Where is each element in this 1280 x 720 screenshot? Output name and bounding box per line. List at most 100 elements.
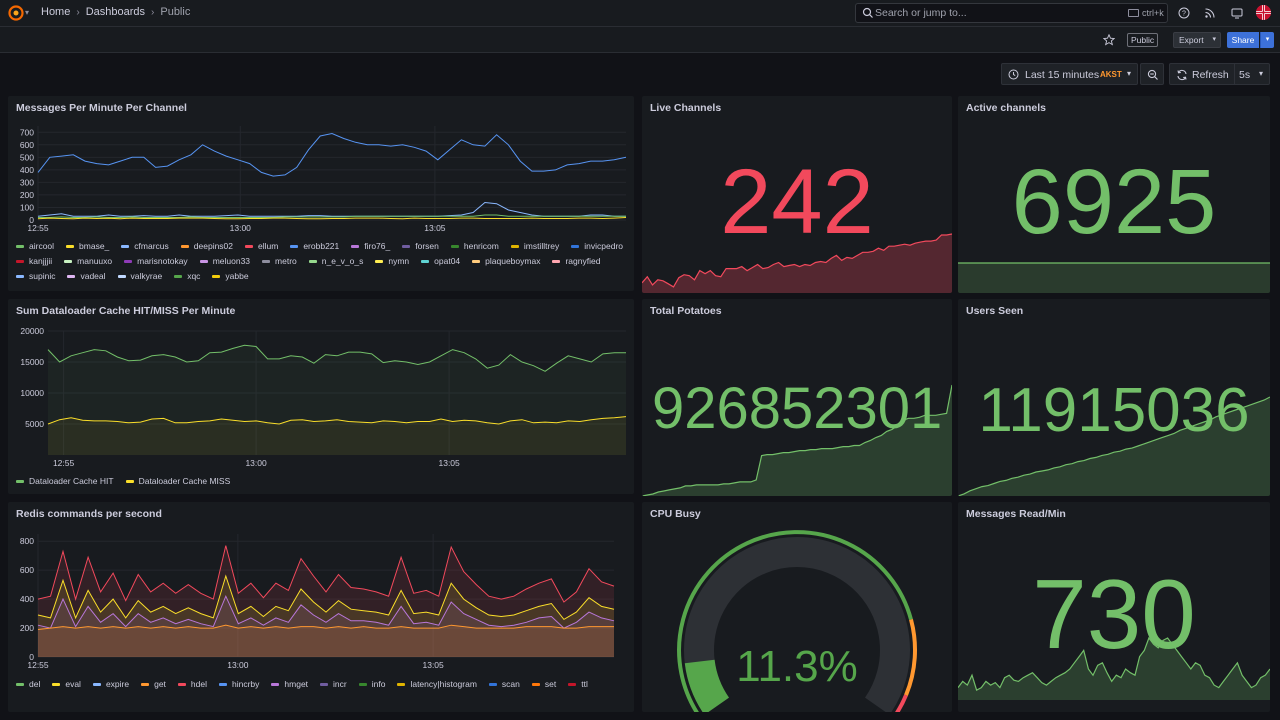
sparkline-line bbox=[958, 636, 1270, 691]
panel-messages-per-minute[interactable]: Messages Per Minute Per Channel 0 100 200 3… bbox=[8, 96, 634, 291]
y-tick-label: 600 bbox=[20, 565, 34, 575]
chevron-down-icon[interactable]: ▾ bbox=[1259, 69, 1264, 78]
legend-swatch bbox=[52, 682, 61, 686]
breadcrumb-dashboards[interactable]: Dashboards bbox=[85, 6, 146, 18]
legend-swatch bbox=[212, 274, 221, 278]
legend-label: firo76_ bbox=[364, 241, 391, 251]
sparkline-line bbox=[642, 384, 952, 496]
zoom-out-button[interactable] bbox=[1140, 63, 1164, 85]
chevron-down-icon: ▾ bbox=[1212, 36, 1216, 43]
legend-item[interactable]: imstilltrey bbox=[510, 241, 560, 251]
panel-cpu-busy[interactable]: CPU Busy 11.3% bbox=[642, 502, 952, 712]
legend-item[interactable]: cfmarcus bbox=[121, 241, 169, 251]
panel-redis-commands[interactable]: Redis commands per second 0 200 400 600 800 1… bbox=[8, 502, 634, 712]
legend-item[interactable]: invicpedro bbox=[571, 241, 623, 251]
breadcrumb-home[interactable]: Home bbox=[41, 6, 71, 18]
news-rss-icon[interactable] bbox=[1204, 7, 1216, 19]
legend-item[interactable]: Dataloader Cache MISS bbox=[125, 476, 230, 486]
share-button[interactable]: Share bbox=[1227, 32, 1259, 48]
series-line-invicpedro bbox=[37, 132, 627, 177]
legend-item[interactable]: set bbox=[531, 679, 556, 689]
search-input[interactable]: Search or jump to... ctrl+k bbox=[855, 3, 1168, 23]
legend-label: incr bbox=[333, 679, 347, 689]
legend-swatch bbox=[402, 244, 411, 248]
time-range-picker[interactable]: Last 15 minutes AKST ▾ bbox=[1001, 63, 1138, 85]
share-dropdown-button[interactable]: ▾ bbox=[1260, 32, 1274, 48]
series-area bbox=[48, 416, 626, 455]
avatar[interactable] bbox=[1256, 5, 1271, 20]
stat-value: 926852301 bbox=[652, 376, 943, 441]
legend-swatch bbox=[308, 259, 317, 263]
legend-item[interactable]: del bbox=[16, 679, 40, 689]
legend-item[interactable]: n_e_v_o_s bbox=[308, 256, 363, 266]
legend-item[interactable]: aircool bbox=[16, 241, 54, 251]
legend-item[interactable]: hmget bbox=[271, 679, 308, 689]
panel-active-channels[interactable]: Active channels 6925 bbox=[958, 96, 1270, 293]
legend-item[interactable]: supinic bbox=[16, 271, 55, 281]
legend-item[interactable]: henricom bbox=[450, 241, 499, 251]
gauge-value-arc bbox=[684, 659, 730, 712]
legend-item[interactable]: erobb221 bbox=[290, 241, 339, 251]
legend-item[interactable]: yabbe bbox=[212, 271, 249, 281]
dataloader-timeseries-chart[interactable]: 5000 10000 15000 20000 12:55 13:00 13:05 bbox=[8, 299, 634, 471]
svg-text:?: ? bbox=[1182, 11, 1186, 18]
legend-item[interactable]: kanjjjii bbox=[16, 256, 52, 266]
panel-users-seen[interactable]: Users Seen 11915036 bbox=[958, 299, 1270, 496]
legend-item[interactable]: vadeal bbox=[67, 271, 106, 281]
legend-item[interactable]: ellum bbox=[245, 241, 278, 251]
refresh-button[interactable]: Refresh 5s ▾ bbox=[1169, 63, 1270, 85]
legend-item[interactable]: ttl bbox=[568, 679, 588, 689]
panel-dataloader-cache[interactable]: Sum Dataloader Cache HIT/MISS Per Minute… bbox=[8, 299, 634, 494]
legend-label: get bbox=[154, 679, 166, 689]
legend-item[interactable]: Dataloader Cache HIT bbox=[16, 476, 114, 486]
legend-item[interactable]: latency|histogram bbox=[397, 679, 477, 689]
legend-swatch bbox=[271, 682, 280, 686]
redis-timeseries-chart[interactable]: 0 200 400 600 800 12:55 13:00 13:05 bbox=[8, 502, 634, 674]
series-area bbox=[38, 576, 614, 657]
stat-value: 242 bbox=[720, 151, 874, 253]
grafana-logo-icon[interactable] bbox=[8, 5, 24, 21]
star-icon[interactable] bbox=[1103, 34, 1115, 46]
gauge-threshold-red bbox=[895, 694, 908, 712]
panel-title: Total Potatoes bbox=[650, 305, 722, 317]
kiosk-icon[interactable] bbox=[1231, 7, 1243, 19]
legend-item[interactable]: bmase_ bbox=[66, 241, 109, 251]
legend-item[interactable]: nymn bbox=[375, 256, 409, 266]
legend-item[interactable]: metro bbox=[262, 256, 297, 266]
legend-item[interactable]: manuuxo bbox=[64, 256, 112, 266]
stat-value: 6925 bbox=[1011, 151, 1217, 253]
legend-item[interactable]: deepins02 bbox=[180, 241, 233, 251]
legend-item[interactable]: incr bbox=[320, 679, 347, 689]
legend-item[interactable]: plaqueboymax bbox=[472, 256, 540, 266]
chevron-down-icon[interactable]: ▾ bbox=[25, 8, 30, 17]
legend-item[interactable]: eval bbox=[52, 679, 81, 689]
legend-swatch bbox=[571, 244, 580, 248]
legend-item[interactable]: xqc bbox=[174, 271, 200, 281]
legend-item[interactable]: info bbox=[358, 679, 385, 689]
messages-timeseries-chart[interactable]: 0 100 200 300 400 500 600 700 12:55 13:00 13:05 bbox=[8, 96, 634, 236]
panel-messages-read[interactable]: Messages Read/Min 730 bbox=[958, 502, 1270, 712]
legend-item[interactable]: scan bbox=[488, 679, 520, 689]
y-tick-label: 500 bbox=[20, 152, 34, 162]
refresh-interval[interactable]: 5s bbox=[1239, 69, 1251, 81]
export-button[interactable]: Export ▾ bbox=[1173, 32, 1221, 48]
legend-item[interactable]: meluon33 bbox=[199, 256, 250, 266]
legend-item[interactable]: hincrby bbox=[219, 679, 259, 689]
legend-label: imstilltrey bbox=[523, 241, 560, 251]
legend-item[interactable]: forsen bbox=[402, 241, 439, 251]
legend-item[interactable]: expire bbox=[92, 679, 130, 689]
sparkline-active-channels bbox=[958, 262, 1270, 293]
help-icon[interactable]: ? bbox=[1178, 7, 1190, 19]
legend-label: supinic bbox=[29, 271, 56, 281]
legend-item[interactable]: hdel bbox=[177, 679, 207, 689]
legend-item[interactable]: marisnotokay bbox=[124, 256, 188, 266]
legend-item[interactable]: ragnyfied bbox=[552, 256, 600, 266]
legend-label: hdel bbox=[190, 679, 207, 689]
legend-item[interactable]: opat04 bbox=[421, 256, 460, 266]
legend-item[interactable]: get bbox=[141, 679, 166, 689]
legend-item[interactable]: firo76_ bbox=[351, 241, 390, 251]
panel-total-potatoes[interactable]: Total Potatoes 926852301 bbox=[642, 299, 952, 496]
legend-item[interactable]: valkyrae bbox=[117, 271, 162, 281]
legend-label: expire bbox=[105, 679, 130, 689]
panel-live-channels[interactable]: Live Channels 242 bbox=[642, 96, 952, 293]
